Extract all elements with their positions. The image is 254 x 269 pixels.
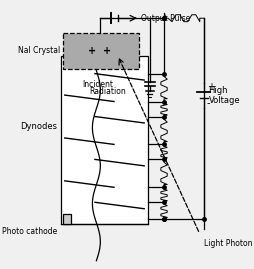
Text: -: -: [207, 98, 210, 108]
Bar: [61, 56, 148, 224]
Text: Light Photon: Light Photon: [204, 239, 252, 248]
Text: +: +: [207, 83, 215, 93]
Text: High
Voltage: High Voltage: [209, 86, 240, 105]
Text: +: +: [88, 46, 96, 56]
Bar: [63, 214, 71, 224]
Bar: [63, 33, 139, 69]
Text: NaI Crystal: NaI Crystal: [18, 46, 60, 55]
Text: +: +: [103, 46, 111, 56]
Text: Output Pulse: Output Pulse: [141, 14, 191, 23]
Bar: [63, 33, 139, 69]
Text: Photo cathode: Photo cathode: [2, 227, 58, 236]
Text: Dynodes: Dynodes: [21, 122, 58, 131]
Text: Incident: Incident: [83, 80, 114, 89]
Text: Radiation: Radiation: [89, 87, 126, 96]
